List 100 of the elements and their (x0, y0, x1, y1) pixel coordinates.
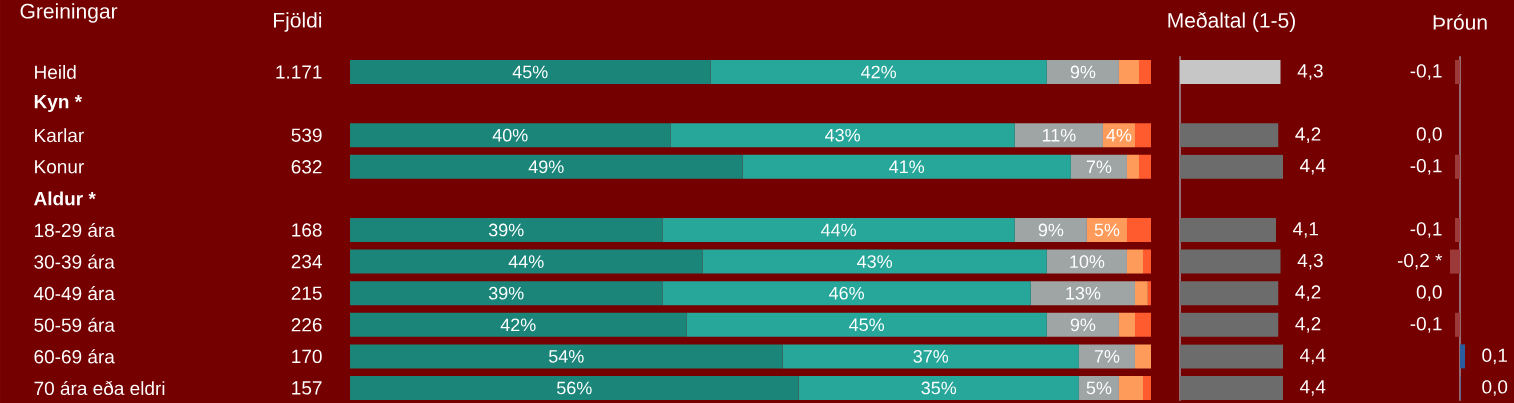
data-label: 7% (1086, 160, 1112, 174)
y-tick-label: 30-39 ára (34, 254, 115, 269)
y-tick-label: Konur (35, 160, 84, 174)
bar (1086, 217, 1127, 242)
bar (350, 344, 783, 369)
y-tick-label: 40-49 ára (33, 286, 115, 301)
data-label: 56% (557, 381, 592, 395)
bar (350, 123, 671, 148)
bar (1046, 60, 1119, 84)
data-label: 4,2 (1295, 127, 1321, 144)
bar (1118, 375, 1143, 400)
text: Greiningar (20, 3, 118, 23)
bar (1118, 312, 1135, 337)
bar (1142, 375, 1151, 400)
data-label: 4,4 (1299, 348, 1326, 365)
data-label: 4,2 (1295, 285, 1321, 302)
bar (662, 281, 1031, 306)
data-label: 234 (291, 254, 322, 269)
data-label: 1.171 (276, 65, 322, 79)
bar (1147, 281, 1151, 306)
data-label: 39% (488, 286, 524, 300)
bar (1014, 217, 1087, 242)
bar (1030, 281, 1135, 306)
bar (1134, 281, 1148, 306)
bar (1118, 60, 1139, 84)
data-label: 226 (291, 318, 322, 332)
bar (1134, 123, 1151, 148)
data-label: 7% (1094, 350, 1120, 363)
data-label: 11% (1042, 128, 1076, 142)
data-label: 13% (1066, 286, 1101, 300)
bar (1138, 60, 1151, 84)
data-label: 46% (829, 286, 864, 300)
data-label: 43% (825, 128, 860, 142)
bar (1078, 344, 1135, 369)
bar (1142, 249, 1151, 274)
data-label: 4,2 (1295, 316, 1321, 333)
data-label: 632 (291, 160, 322, 174)
data-label: 4,1 (1292, 222, 1318, 238)
y-tick-label: 18-29 ára (34, 222, 115, 238)
data-label: -0,1 (1410, 158, 1442, 175)
bar (1046, 312, 1119, 337)
bar (742, 154, 1071, 179)
y-tick-label: 50-59 ára (34, 317, 115, 332)
data-label: 0,1 (1482, 348, 1508, 365)
data-label: 10% (1070, 255, 1105, 268)
data-label: 4,4 (1299, 380, 1326, 396)
data-label: 45% (849, 318, 885, 332)
bar (686, 312, 1047, 337)
data-label: 40% (492, 128, 528, 142)
data-label: 0,0 (1482, 380, 1508, 396)
bar (350, 217, 663, 242)
bar (1070, 154, 1127, 179)
bar (350, 312, 687, 337)
data-label: 45% (512, 65, 548, 79)
bar (1134, 344, 1151, 369)
bar (350, 375, 799, 400)
bar (782, 344, 1079, 369)
bar (1046, 249, 1127, 274)
bar (798, 375, 1079, 400)
chart-title: Meðaltal (1-5) (1168, 12, 1295, 32)
y-tick-label: Heild (35, 65, 76, 79)
bar (702, 249, 1047, 274)
data-label: 37% (913, 350, 949, 363)
data-label: 9% (1070, 318, 1096, 332)
data-label: 4,3 (1297, 64, 1323, 80)
data-label: 4% (1106, 128, 1132, 142)
bar (1078, 375, 1119, 400)
bar (710, 60, 1047, 84)
bar (350, 249, 703, 274)
data-label: -0,1 (1410, 222, 1442, 238)
data-label: 4,3 (1297, 253, 1323, 270)
data-label: 49% (528, 160, 564, 174)
y-tick-label: 60-69 ára (34, 349, 115, 364)
data-label: 168 (292, 223, 322, 237)
bar (1126, 154, 1139, 179)
data-label: -0,1 (1410, 64, 1442, 80)
bar (350, 281, 663, 306)
data-label: 0,0 (1416, 127, 1442, 144)
data-label: 42% (500, 318, 536, 332)
y-tick-label: Aldur * (34, 191, 96, 206)
y-tick-label: Kyn * (34, 95, 83, 113)
data-label: 35% (921, 381, 957, 395)
data-label: 44% (508, 255, 544, 268)
data-label: 4,4 (1299, 159, 1326, 175)
y-tick-label: 70 ára eða eldri (34, 380, 165, 396)
data-label: 44% (821, 223, 856, 237)
bar (662, 217, 1015, 242)
bar (1126, 249, 1143, 274)
data-label: 0,0 (1416, 285, 1442, 302)
data-label: 54% (548, 350, 584, 363)
data-label: 41% (889, 160, 925, 174)
bar (1126, 217, 1151, 242)
bar (670, 123, 1015, 148)
data-label: 170 (292, 349, 322, 364)
data-label: -0,2 * (1397, 253, 1443, 270)
data-label: 9% (1038, 223, 1064, 237)
data-label: 9% (1070, 65, 1096, 79)
text: Fjöldi (274, 12, 322, 32)
bar (1138, 154, 1151, 179)
data-label: 539 (291, 128, 322, 142)
